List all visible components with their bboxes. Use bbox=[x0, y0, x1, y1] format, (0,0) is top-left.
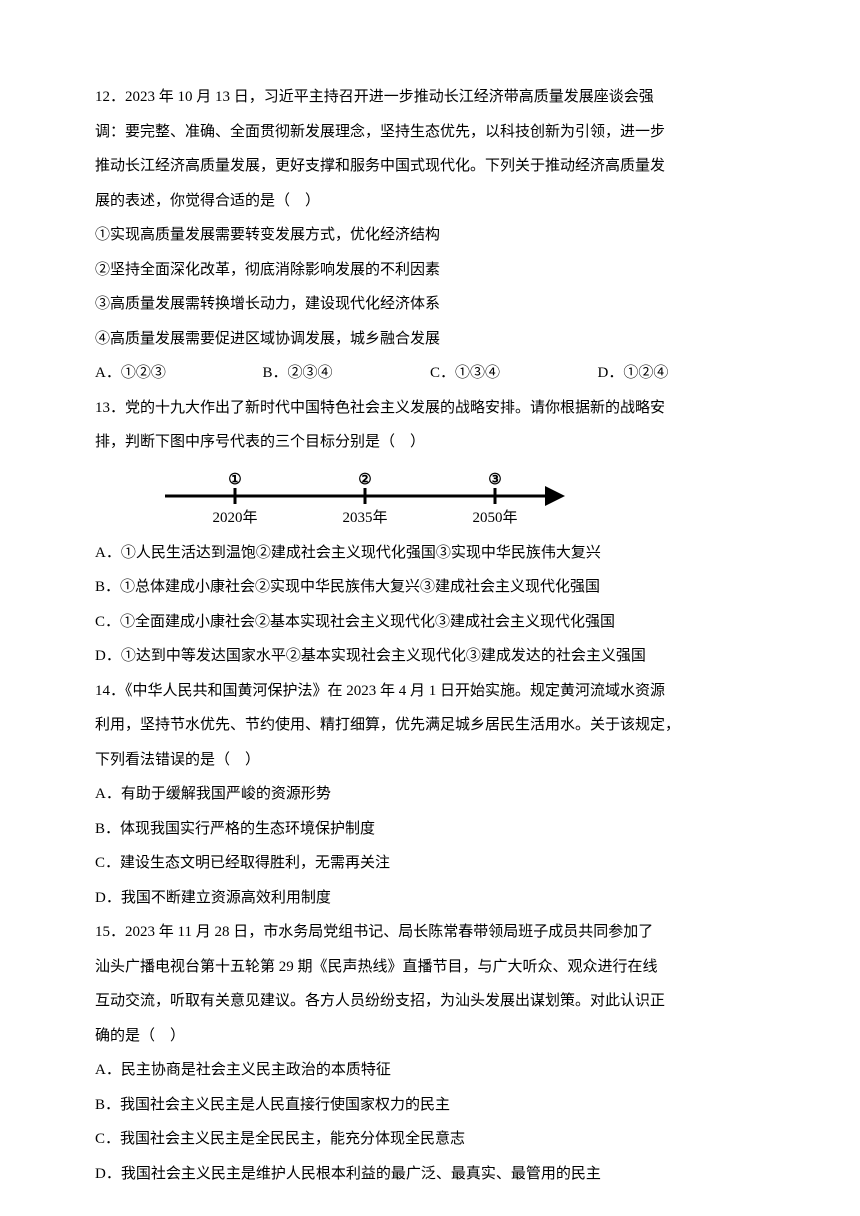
q14-stem-line3: 下列看法错误的是（ ） bbox=[95, 743, 765, 778]
svg-text:2020年: 2020年 bbox=[212, 509, 257, 526]
q12-option-c: C．①③④ bbox=[430, 356, 598, 391]
svg-text:2035年: 2035年 bbox=[342, 509, 387, 526]
q15-stem-line3: 互动交流，听取有关意见建议。各方人员纷纷支招，为汕头发展出谋划策。对此认识正 bbox=[95, 984, 765, 1019]
q14-stem-line2: 利用，坚持节水优先、节约使用、精打细算，优先满足城乡居民生活用水。关于该规定， bbox=[95, 708, 765, 743]
q13-stem-line2: 排，判断下图中序号代表的三个目标分别是（ ） bbox=[95, 425, 765, 460]
q12-stem-line4: 展的表述，你觉得合适的是（ ） bbox=[95, 184, 765, 219]
svg-text:③: ③ bbox=[488, 472, 501, 488]
q13-option-c: C．①全面建成小康社会②基本实现社会主义现代化③建成社会主义现代化强国 bbox=[95, 605, 765, 640]
q12-stem-line1: 12．2023 年 10 月 13 日，习近平主持召开进一步推动长江经济带高质量… bbox=[95, 80, 765, 115]
q12-item3: ③高质量发展需转换增长动力，建设现代化经济体系 bbox=[95, 287, 765, 322]
q15-stem-line4: 确的是（ ） bbox=[95, 1019, 765, 1054]
q13-option-a: A．①人民生活达到温饱②建成社会主义现代化强国③实现中华民族伟大复兴 bbox=[95, 536, 765, 571]
q12-stem-line3: 推动长江经济高质量发展，更好支撑和服务中国式现代化。下列关于推动经济高质量发 bbox=[95, 149, 765, 184]
q13-option-b: B．①总体建成小康社会②实现中华民族伟大复兴③建成社会主义现代化强国 bbox=[95, 570, 765, 605]
page-content: 12．2023 年 10 月 13 日，习近平主持召开进一步推动长江经济带高质量… bbox=[95, 80, 765, 1191]
timeline-diagram: ① 2020年 ② 2035年 ③ 2050年 bbox=[155, 468, 765, 528]
q13-stem-line1: 13．党的十九大作出了新时代中国特色社会主义发展的战略安排。请你根据新的战略安 bbox=[95, 391, 765, 426]
q15-stem-line2: 汕头广播电视台第十五轮第 29 期《民声热线》直播节目，与广大听众、观众进行在线 bbox=[95, 950, 765, 985]
q14-option-a: A．有助于缓解我国严峻的资源形势 bbox=[95, 777, 765, 812]
svg-text:②: ② bbox=[358, 472, 371, 488]
q14-stem-line1: 14．《中华人民共和国黄河保护法》在 2023 年 4 月 1 日开始实施。规定… bbox=[95, 674, 765, 709]
q12-option-b: B．②③④ bbox=[263, 356, 431, 391]
q14-option-b: B．体现我国实行严格的生态环境保护制度 bbox=[95, 812, 765, 847]
svg-text:2050年: 2050年 bbox=[472, 509, 517, 526]
timeline-svg: ① 2020年 ② 2035年 ③ 2050年 bbox=[155, 468, 575, 528]
q15-option-b: B．我国社会主义民主是人民直接行使国家权力的民主 bbox=[95, 1088, 765, 1123]
q15-option-d: D．我国社会主义民主是维护人民根本利益的最广泛、最真实、最管用的民主 bbox=[95, 1157, 765, 1192]
q12-options: A．①②③ B．②③④ C．①③④ D．①②④ bbox=[95, 356, 765, 391]
q12-option-d: D．①②④ bbox=[598, 356, 766, 391]
q15-option-a: A．民主协商是社会主义民主政治的本质特征 bbox=[95, 1053, 765, 1088]
q15-stem-line1: 15．2023 年 11 月 28 日，市水务局党组书记、局长陈常春带领局班子成… bbox=[95, 915, 765, 950]
q14-option-d: D．我国不断建立资源高效利用制度 bbox=[95, 881, 765, 916]
q12-item4: ④高质量发展需要促进区域协调发展，城乡融合发展 bbox=[95, 322, 765, 357]
q13-option-d: D．①达到中等发达国家水平②基本实现社会主义现代化③建成发达的社会主义强国 bbox=[95, 639, 765, 674]
q12-item1: ①实现高质量发展需要转变发展方式，优化经济结构 bbox=[95, 218, 765, 253]
q15-option-c: C．我国社会主义民主是全民民主，能充分体现全民意志 bbox=[95, 1122, 765, 1157]
q12-option-a: A．①②③ bbox=[95, 356, 263, 391]
svg-text:①: ① bbox=[228, 472, 241, 488]
q12-stem-line2: 调：要完整、准确、全面贯彻新发展理念，坚持生态优先，以科技创新为引领，进一步 bbox=[95, 115, 765, 150]
q14-option-c: C．建设生态文明已经取得胜利，无需再关注 bbox=[95, 846, 765, 881]
q12-item2: ②坚持全面深化改革，彻底消除影响发展的不利因素 bbox=[95, 253, 765, 288]
